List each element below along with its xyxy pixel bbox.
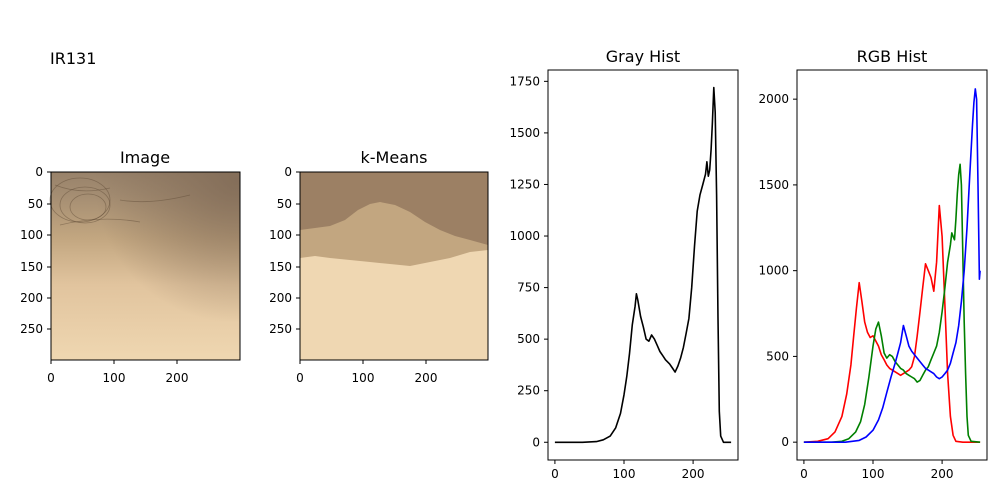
figure-suptitle: IR131 xyxy=(50,49,96,68)
kmeans-frame xyxy=(299,171,489,361)
gray-hist-ytick-label: 0 xyxy=(532,435,540,449)
kmeans-xtick-label: 200 xyxy=(415,371,438,385)
image-ytick-label: 250 xyxy=(20,322,43,336)
gray-hist-title: Gray Hist xyxy=(606,47,680,66)
image-ytick-label: 150 xyxy=(20,260,43,274)
rgb-hist-ytick-label: 1500 xyxy=(758,178,789,192)
image-ytick-label: 50 xyxy=(28,197,43,211)
gray-hist-ytick-label: 1750 xyxy=(509,74,540,88)
gray-hist-ytick-label: 500 xyxy=(517,332,540,346)
kmeans-panel: k-Means 0 100 200 0 50 100 150 200 250 xyxy=(269,148,489,385)
image-xtick-label: 100 xyxy=(103,371,126,385)
gray-hist-ytick-label: 1500 xyxy=(509,126,540,140)
image-shading xyxy=(51,172,240,360)
image-yticks: 0 50 100 150 200 250 xyxy=(20,165,51,336)
rgb-hist-ytick-label: 2000 xyxy=(758,92,789,106)
gray-hist-xtick-label: 100 xyxy=(613,467,636,481)
kmeans-ytick-label: 250 xyxy=(269,322,292,336)
kmeans-yticks: 0 50 100 150 200 250 xyxy=(269,165,300,336)
gray-hist-frame xyxy=(547,69,739,461)
gray-hist-chart: Gray Hist 0 100 200 0 250 500 750 1000 1250 1500 17… xyxy=(509,47,739,481)
image-panel: Image 0 100 200 0 50 xyxy=(20,148,241,385)
kmeans-ytick-label: 50 xyxy=(277,197,292,211)
gray-hist-ytick-label: 750 xyxy=(517,281,540,295)
gray-hist-ytick-label: 1000 xyxy=(509,229,540,243)
gray-hist-ytick-label: 1250 xyxy=(509,177,540,191)
rgb-hist-xtick-label: 0 xyxy=(800,467,808,481)
gray-hist-xtick-label: 0 xyxy=(551,467,559,481)
image-ytick-label: 100 xyxy=(20,228,43,242)
image-ytick-label: 0 xyxy=(35,165,43,179)
kmeans-xtick-label: 100 xyxy=(352,371,375,385)
image-frame xyxy=(50,171,241,361)
kmeans-ytick-label: 150 xyxy=(269,260,292,274)
image-xtick-label: 0 xyxy=(47,371,55,385)
rgb-hist-ytick-label: 500 xyxy=(766,349,789,363)
rgb-hist-series-line xyxy=(803,204,981,443)
gray-hist-ytick-label: 250 xyxy=(517,384,540,398)
image-title: Image xyxy=(120,148,170,167)
rgb-hist-series-line xyxy=(803,88,981,443)
kmeans-ytick-label: 100 xyxy=(269,228,292,242)
gray-hist-series-line xyxy=(554,86,732,444)
kmeans-title: k-Means xyxy=(361,148,428,167)
rgb-hist-ytick-label: 1000 xyxy=(758,264,789,278)
image-xtick-label: 200 xyxy=(166,371,189,385)
gray-hist-xtick-label: 200 xyxy=(682,467,705,481)
kmeans-xticks: 0 100 200 xyxy=(296,360,437,385)
image-ytick-label: 200 xyxy=(20,291,43,305)
kmeans-xtick-label: 0 xyxy=(296,371,304,385)
rgb-hist-ytick-label: 0 xyxy=(781,435,789,449)
image-hair-texture xyxy=(49,177,191,226)
kmeans-cluster-dark xyxy=(300,172,488,245)
rgb-hist-series-line xyxy=(803,163,981,443)
kmeans-ytick-label: 200 xyxy=(269,291,292,305)
rgb-hist-xtick-label: 200 xyxy=(931,467,954,481)
rgb-hist-xtick-label: 100 xyxy=(862,467,885,481)
rgb-hist-title: RGB Hist xyxy=(857,47,928,66)
rgb-hist-frame xyxy=(796,69,988,461)
kmeans-ytick-label: 0 xyxy=(284,165,292,179)
image-xticks: 0 100 200 xyxy=(47,360,188,385)
